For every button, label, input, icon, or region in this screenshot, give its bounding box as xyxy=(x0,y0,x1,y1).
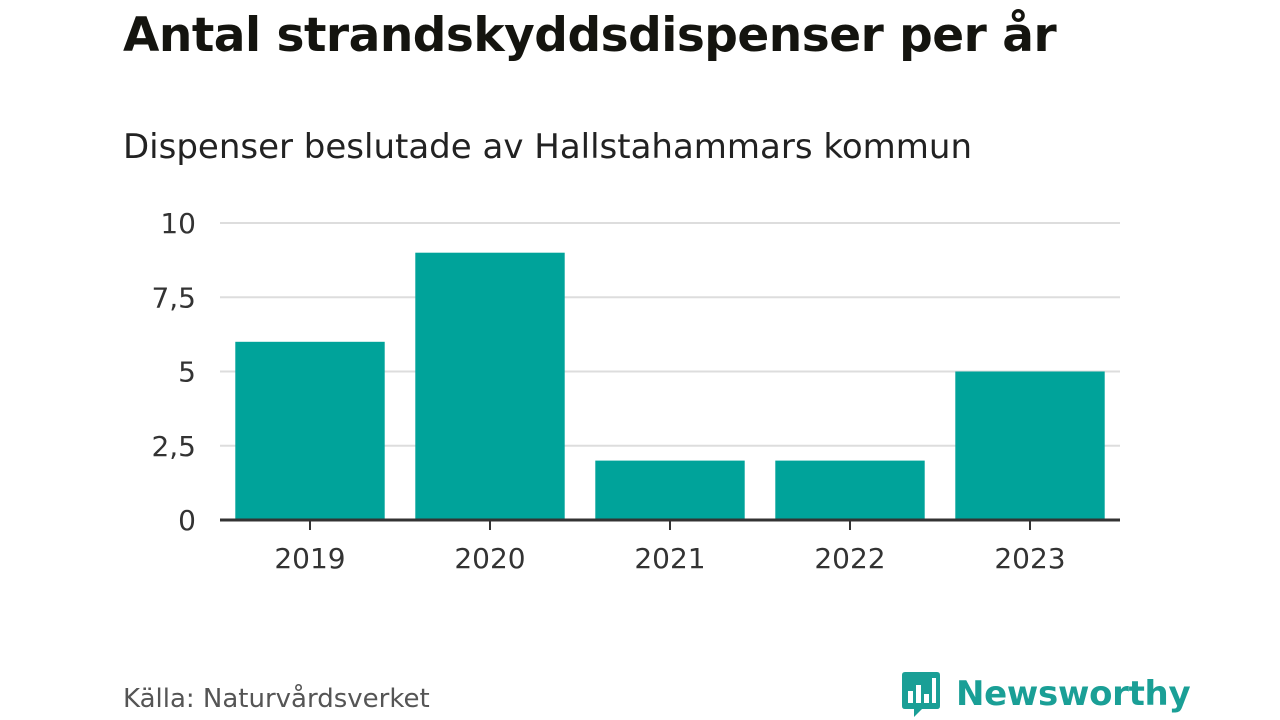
y-tick-label: 10 xyxy=(160,207,196,240)
brand-name: Newsworthy xyxy=(956,674,1191,714)
x-tick-label: 2020 xyxy=(454,542,525,575)
bar-2020 xyxy=(415,252,565,520)
x-tick-label: 2023 xyxy=(994,542,1065,575)
y-tick-label: 0 xyxy=(178,504,196,537)
x-tick-label: 2019 xyxy=(274,542,345,575)
source-note: Källa: Naturvårdsverket xyxy=(123,684,430,714)
bar-2022 xyxy=(775,460,925,520)
bars xyxy=(235,252,1105,520)
x-axis-ticks xyxy=(309,520,1031,530)
x-tick-label: 2021 xyxy=(634,542,705,575)
bar-2021 xyxy=(595,460,745,520)
bar-2023 xyxy=(955,371,1105,520)
bar-chart-logo-icon xyxy=(902,672,940,717)
y-axis-labels: 0 2,5 5 7,5 10 xyxy=(151,207,196,537)
x-tick-label: 2022 xyxy=(814,542,885,575)
chart-subtitle: Dispenser beslutade av Hallstahammars ko… xyxy=(123,127,973,167)
y-tick-label: 5 xyxy=(178,356,196,389)
x-axis-labels: 2019 2020 2021 2022 2023 xyxy=(274,542,1065,575)
y-tick-label: 7,5 xyxy=(151,281,196,314)
y-tick-label: 2,5 xyxy=(151,430,196,463)
chart-title: Antal strandskyddsdispenser per år xyxy=(123,8,1057,63)
bar-2019 xyxy=(235,341,385,520)
newsworthy-logo: Newsworthy xyxy=(900,668,1191,720)
